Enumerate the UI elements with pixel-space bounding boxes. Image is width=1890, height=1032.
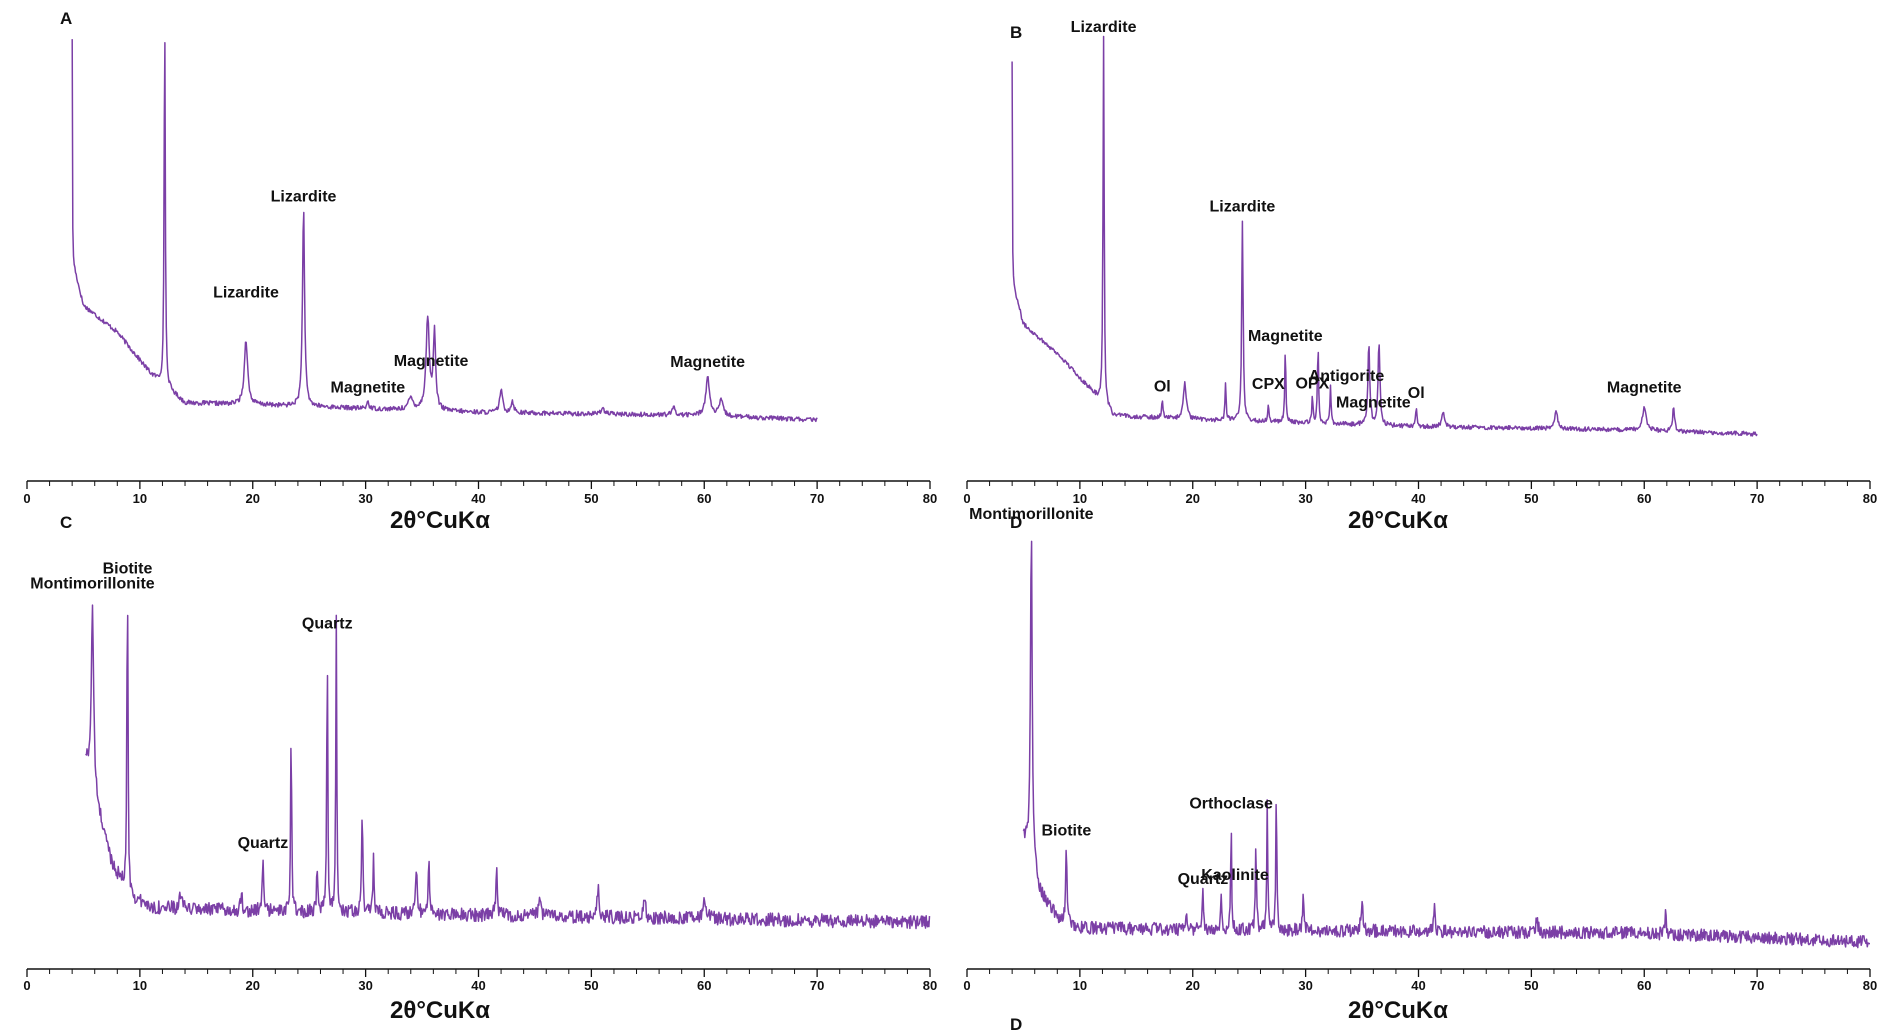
x-tick-label: 40 (471, 491, 485, 506)
xrd-trace-a (71, 39, 818, 423)
x-tick-label: 10 (1073, 978, 1087, 993)
panel-letters: A B C D D (60, 9, 1022, 1032)
x-tick-label: 70 (1750, 978, 1764, 993)
x-tick-label: 50 (1524, 491, 1538, 506)
xrd-panel-c: 0 10 20 30 40 50 60 70 80 2θ°CuKα Montimorillonite… (23, 561, 937, 1024)
peak-label: Magnetite (670, 354, 745, 371)
x-tick-label: 20 (1186, 978, 1200, 993)
peak-label: Kaolinite (1201, 867, 1269, 884)
x-tick-label: 70 (810, 491, 824, 506)
x-tick-label: 80 (1863, 978, 1877, 993)
x-tick-label: 40 (1411, 978, 1425, 993)
x-tick-label: 20 (1186, 491, 1200, 506)
x-axis-title: 2θ°CuKα (1348, 997, 1448, 1024)
peak-label: Magnetite (331, 380, 406, 397)
xrd-trace-d (1022, 540, 1871, 949)
panel-letter: C (60, 513, 72, 532)
x-tick-label: 60 (1637, 491, 1651, 506)
peak-label: Magnetite (1607, 379, 1682, 396)
panel-letter: D (1010, 1015, 1022, 1032)
x-tick-label: 40 (471, 978, 485, 993)
x-tick-label: 30 (1298, 978, 1312, 993)
x-tick-label: 60 (1637, 978, 1651, 993)
x-tick-label: 20 (246, 491, 260, 506)
peak-label: Ol (1154, 378, 1171, 395)
xrd-trace-b (1011, 35, 1758, 437)
x-tick-label: 80 (923, 491, 937, 506)
peak-label: CPX (1252, 376, 1285, 393)
x-axis-title: 2θ°CuKα (390, 507, 490, 534)
peak-label: OPX (1295, 376, 1329, 393)
x-tick-label: 50 (584, 978, 598, 993)
x-tick-label: 40 (1411, 491, 1425, 506)
x-tick-label: 0 (23, 491, 30, 506)
x-tick-label: 0 (963, 978, 970, 993)
x-tick-label: 50 (584, 491, 598, 506)
x-tick-label: 60 (697, 491, 711, 506)
x-tick-label: 70 (1750, 491, 1764, 506)
x-tick-label: 0 (963, 491, 970, 506)
x-tick-label: 70 (810, 978, 824, 993)
x-axis-title: 2θ°CuKα (1348, 507, 1448, 534)
panel-letter: B (1010, 23, 1022, 42)
peak-label: Orthoclase (1189, 795, 1273, 812)
x-tick-label: 50 (1524, 978, 1538, 993)
peak-label: Magnetite (1248, 328, 1323, 345)
x-tick-label: 30 (1298, 491, 1312, 506)
peak-label: Magnetite (1336, 394, 1411, 411)
x-tick-label: 10 (133, 978, 147, 993)
peak-label: Quartz (1178, 871, 1229, 888)
peak-label: Ol (1408, 385, 1425, 402)
x-tick-label: 0 (23, 978, 30, 993)
peak-label: Lizardite (213, 284, 279, 301)
peak-label: Quartz (238, 835, 289, 852)
x-tick-label: 30 (358, 491, 372, 506)
x-tick-label: 60 (697, 978, 711, 993)
x-tick-label: 20 (246, 978, 260, 993)
peak-label: Biotite (103, 561, 153, 578)
xrd-panel-d: 0 10 20 30 40 50 60 70 80 2θ°CuKα Montimorillonite… (963, 506, 1877, 1024)
x-tick-label: 10 (1073, 491, 1087, 506)
peak-label: Biotite (1041, 822, 1091, 839)
x-tick-label: 10 (133, 491, 147, 506)
xrd-panels: 0 10 20 30 40 50 60 70 80 2θ°CuKα Lizardite Lizardi… (23, 0, 1877, 1024)
panel-letter: D (1010, 513, 1022, 532)
peak-label: Montimorillonite (969, 506, 1094, 523)
peak-label: Magnetite (394, 353, 469, 370)
x-axis-title: 2θ°CuKα (390, 997, 490, 1024)
peak-label: Antigorite (1309, 368, 1385, 385)
xrd-panel-a: 0 10 20 30 40 50 60 70 80 2θ°CuKα Lizardite Lizardi… (23, 0, 937, 534)
x-tick-label: 30 (358, 978, 372, 993)
x-tick-label: 80 (923, 978, 937, 993)
peak-label: Montimorillonite (30, 576, 155, 593)
peak-label: Lizardite (132, 0, 198, 2)
peak-label: Quartz (302, 615, 353, 632)
peak-label: Lizardite (271, 189, 337, 206)
xrd-trace-c (85, 604, 931, 930)
peak-label: Lizardite (1071, 19, 1137, 36)
panel-letter: A (60, 9, 72, 28)
xrd-panel-b: 0 10 20 30 40 50 60 70 80 2θ°CuKα Lizardite Lizardi… (963, 19, 1877, 534)
x-tick-label: 80 (1863, 491, 1877, 506)
peak-label: Lizardite (1210, 199, 1276, 216)
